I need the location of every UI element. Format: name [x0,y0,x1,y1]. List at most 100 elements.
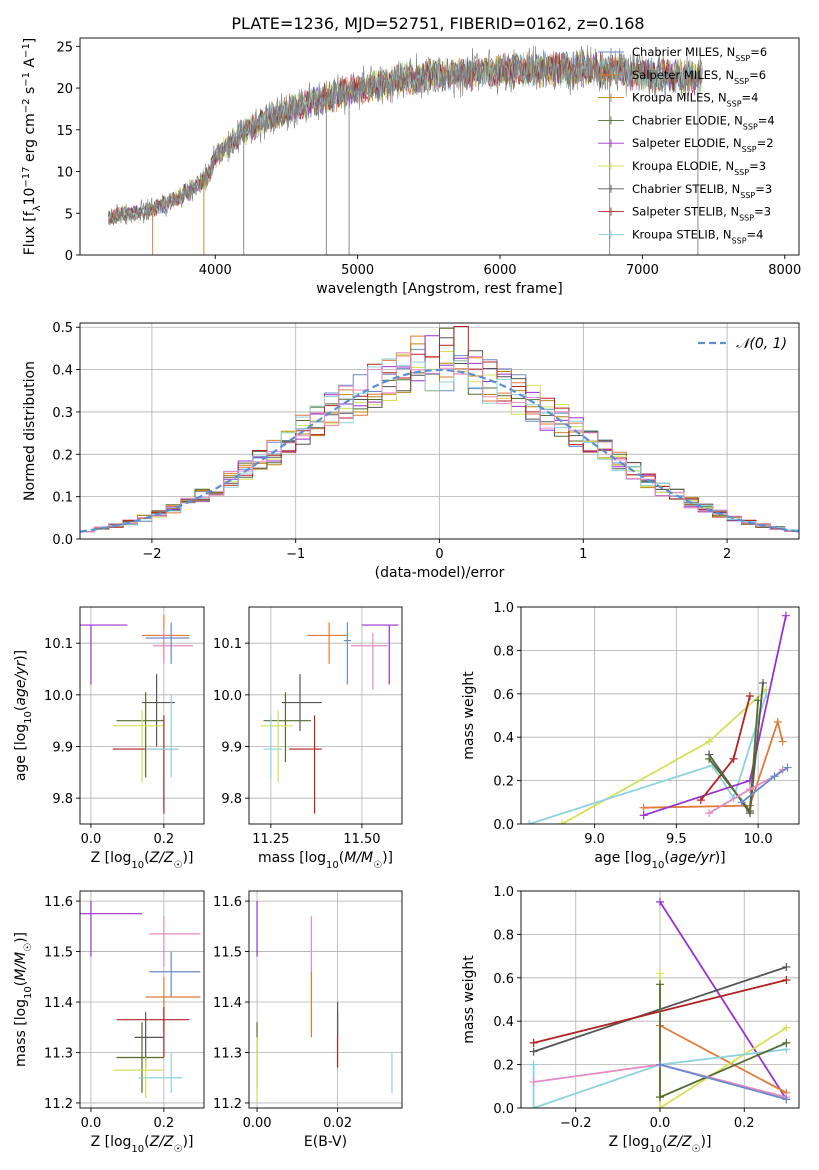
axes-frame [248,606,403,825]
weight-marker [782,1095,791,1104]
weight-line [659,1063,787,1101]
x-tick-label: 10.0 [744,832,773,847]
plot-area [525,611,792,824]
legend-label: Chabrier ELODIE, NSSP=4 [632,113,775,130]
y-tick-label: 11.2 [213,1097,242,1112]
errorbar-point [142,614,190,659]
errorbar-point [361,624,399,685]
weight-marker [656,980,664,989]
y-tick-label: 0.2 [493,775,514,790]
x-tick-label: 0.2 [154,1116,175,1131]
weight-line [659,973,787,1108]
weight-series [656,1021,791,1097]
x-tick-label: 6000 [483,263,516,278]
weight-marker [782,1038,791,1047]
weight-marker [778,737,787,746]
legend-label: Chabrier STELIB, NSSP=3 [632,182,772,200]
weight-marker [782,962,791,971]
panel-mass_vs_Z: 0.0 0.2 11.2 11.3 11.4 11.5 11.6 Z [log10(Z/Z☉)… [13,890,205,1155]
legend-label: Kroupa ELODIE, NSSP=3 [632,159,766,177]
weight-marker [754,696,763,705]
x-axis-label: mass [log10(M/M☉)] [258,850,393,871]
x-tick-label: 0.0 [81,832,102,847]
y-tick-label: 10.1 [44,637,73,652]
y-tick-label: 0.3 [52,406,73,421]
y-tick-label: 11.5 [44,946,73,961]
weight-marker [696,796,705,805]
x-axis-label: (data-model)/error [375,565,505,581]
y-tick-label: 1.0 [493,601,514,616]
plot-area [108,45,703,255]
y-axis-label: mass weight [461,955,477,1044]
weight-series [737,763,792,807]
legend-entry: Salpeter MILES, NSSP=6 [598,68,766,85]
x-tick-label: −2 [142,547,161,562]
x-tick-label: 0.0 [81,1116,102,1131]
y-tick-label: 11.4 [44,996,73,1011]
legend-entry: Chabrier ELODIE, NSSP=4 [598,113,775,131]
y-tick-label: 0.4 [493,731,514,746]
weight-marker [525,820,534,824]
weight-marker [557,820,566,824]
y-tick-label: 0 [65,249,73,264]
y-tick-label: 0.0 [493,1102,514,1117]
weight-marker [782,975,791,984]
x-tick-label: −0.2 [560,1116,592,1131]
y-tick-label: 10.0 [44,689,73,704]
panel-residuals: −2 −1 0 1 2 0.0 0.1 0.2 0.3 0.4 0.5 𝒩(0, 1) (data-mo… [22,321,800,581]
spectrum-data-line [108,45,703,226]
x-tick-label: 11.25 [252,832,289,847]
panel-spectrum: 4000 5000 6000 7000 8000 0 5 10 15 20 25 Chabrier M… [21,37,801,297]
weight-marker [773,718,782,727]
weight-marker [529,1047,538,1056]
x-tick-label: 11.50 [343,832,380,847]
legend-label: Kroupa MILES, NSSP=4 [632,91,758,109]
y-axis-label: age [log10(age/yr)] [13,650,34,781]
y-tick-label: 0.8 [493,928,514,943]
legend-entry: Kroupa MILES, NSSP=4 [598,91,758,109]
y-tick-label: 11.6 [44,895,73,910]
legend-entry: Kroupa STELIB, NSSP=4 [598,227,763,245]
x-tick-label: 0.0 [650,1116,671,1131]
y-tick-label: 11.4 [213,996,242,1011]
legend-label: Chabrier MILES, NSSP=6 [632,45,767,63]
plot-area [80,901,201,1098]
weight-marker [783,763,792,772]
y-tick-label: 15 [56,124,73,139]
x-tick-label: 5000 [341,263,374,278]
weight-line [532,1048,787,1108]
y-tick-label: 10 [56,166,73,181]
legend-label: Salpeter ELODIE, NSSP=2 [632,136,774,154]
x-axis-label: age [log10(age/yr)] [594,850,725,871]
y-tick-label: 9.9 [52,741,73,756]
y-tick-label: 0.6 [493,972,514,987]
errorbar-point [351,632,388,690]
legend-entry: Salpeter STELIB, NSSP=3 [598,205,771,222]
weight-marker [745,806,754,815]
x-axis-label: Z [log10(Z/Z☉)] [91,850,194,871]
spectrum-line [108,51,703,224]
weight-marker [656,1104,664,1108]
errorbar-point [145,976,201,1033]
plot-area [256,901,393,1103]
weight-marker [656,1060,664,1069]
panel-mass_vs_ebv: 0.00 0.02 11.2 11.3 11.4 11.5 11.6 E(B-V) [213,890,403,1150]
y-tick-label: 20 [56,82,73,97]
errorbar-point [112,710,164,783]
y-axis-label: Normed distribution [22,361,38,501]
axes-frame [79,37,800,256]
y-tick-label: 0.4 [493,1015,514,1030]
errorbar-point [116,1007,190,1058]
x-tick-label: 9.0 [584,832,605,847]
errorbar-point [134,1012,164,1068]
x-tick-label: 0.00 [243,1116,272,1131]
errorbar-point [152,627,194,664]
y-tick-label: 9.8 [221,792,242,807]
y-tick-label: 0.8 [493,644,514,659]
spectrum-line [108,51,703,224]
x-axis-label: Z [log10(Z/Z☉)] [609,1134,712,1155]
y-tick-label: 11.5 [213,946,242,961]
weight-marker [656,1093,664,1102]
weight-marker [759,678,768,687]
